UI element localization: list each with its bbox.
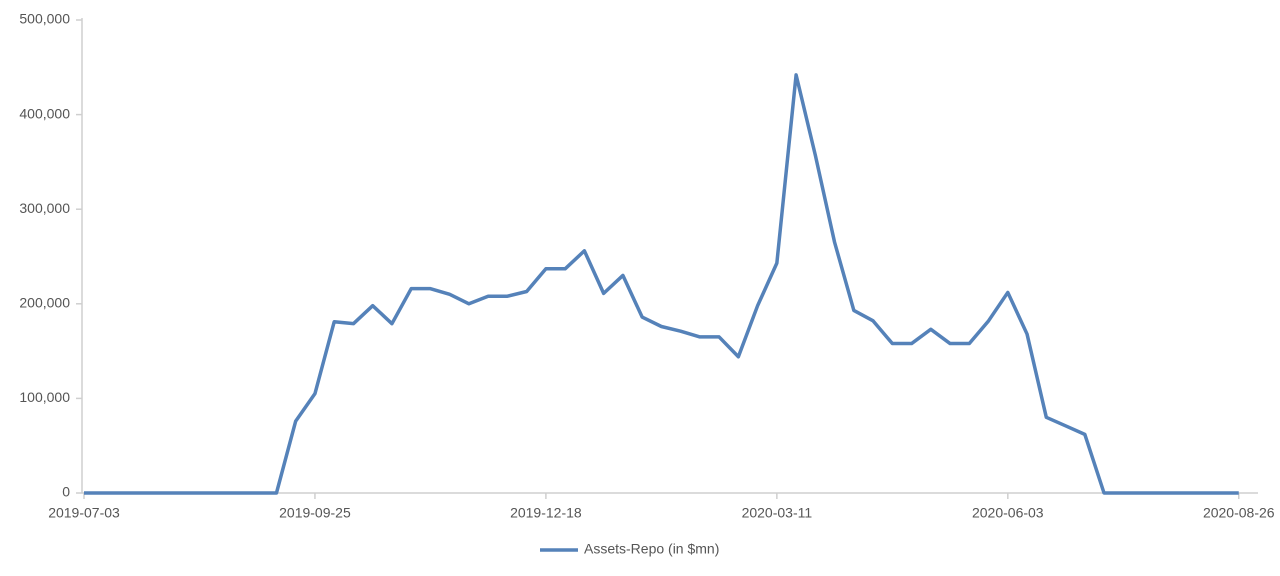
y-tick-label: 200,000 <box>19 295 70 311</box>
y-tick-label: 0 <box>62 484 70 500</box>
x-tick-label: 2019-09-25 <box>279 505 351 521</box>
x-tick-label: 2019-07-03 <box>48 505 120 521</box>
x-tick-label: 2020-06-03 <box>972 505 1044 521</box>
x-tick-label: 2020-08-26 <box>1203 505 1275 521</box>
y-tick-label: 100,000 <box>19 389 70 405</box>
x-tick-label: 2019-12-18 <box>510 505 582 521</box>
y-tick-label: 400,000 <box>19 105 70 121</box>
y-tick-label: 300,000 <box>19 200 70 216</box>
legend-label: Assets-Repo (in $mn) <box>584 541 719 557</box>
x-tick-label: 2020-03-11 <box>742 505 813 521</box>
data-line <box>84 73 1239 495</box>
y-tick-label: 500,000 <box>19 11 70 27</box>
